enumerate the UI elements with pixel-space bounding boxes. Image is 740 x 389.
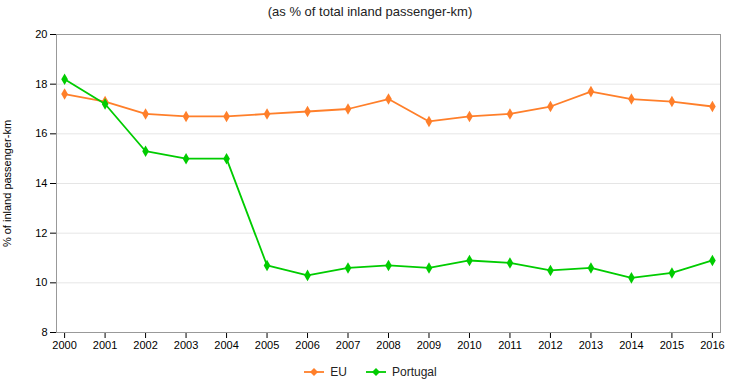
svg-text:2008: 2008	[376, 339, 400, 351]
svg-text:2016: 2016	[700, 339, 724, 351]
svg-text:16: 16	[35, 127, 47, 139]
svg-text:2007: 2007	[336, 339, 360, 351]
svg-text:2011: 2011	[498, 339, 522, 351]
html-text:Portugal: Portugal	[392, 365, 437, 379]
html-text:EU: EU	[330, 365, 347, 379]
html-text:(as % of total inland passenge: (as % of total inland passenger-km)	[267, 4, 473, 19]
svg-text:8: 8	[41, 326, 47, 338]
svg-text:20: 20	[35, 28, 47, 40]
svg-text:2013: 2013	[579, 339, 603, 351]
svg-text:18: 18	[35, 78, 47, 90]
svg-text:2002: 2002	[133, 339, 157, 351]
svg-text:2004: 2004	[214, 339, 238, 351]
svg-text:10: 10	[35, 276, 47, 288]
svg-text:2005: 2005	[255, 339, 279, 351]
svg-text:2009: 2009	[417, 339, 441, 351]
svg-text:2003: 2003	[174, 339, 198, 351]
svg-text:2006: 2006	[295, 339, 319, 351]
svg-text:12: 12	[35, 227, 47, 239]
svg-text:2000: 2000	[52, 339, 76, 351]
svg-text:2014: 2014	[619, 339, 643, 351]
svg-text:% of inland passenger-km: % of inland passenger-km	[1, 120, 13, 247]
svg-text:2001: 2001	[93, 339, 117, 351]
svg-text:14: 14	[35, 177, 47, 189]
svg-text:2010: 2010	[457, 339, 481, 351]
svg-text:2012: 2012	[538, 339, 562, 351]
svg-text:2015: 2015	[660, 339, 684, 351]
